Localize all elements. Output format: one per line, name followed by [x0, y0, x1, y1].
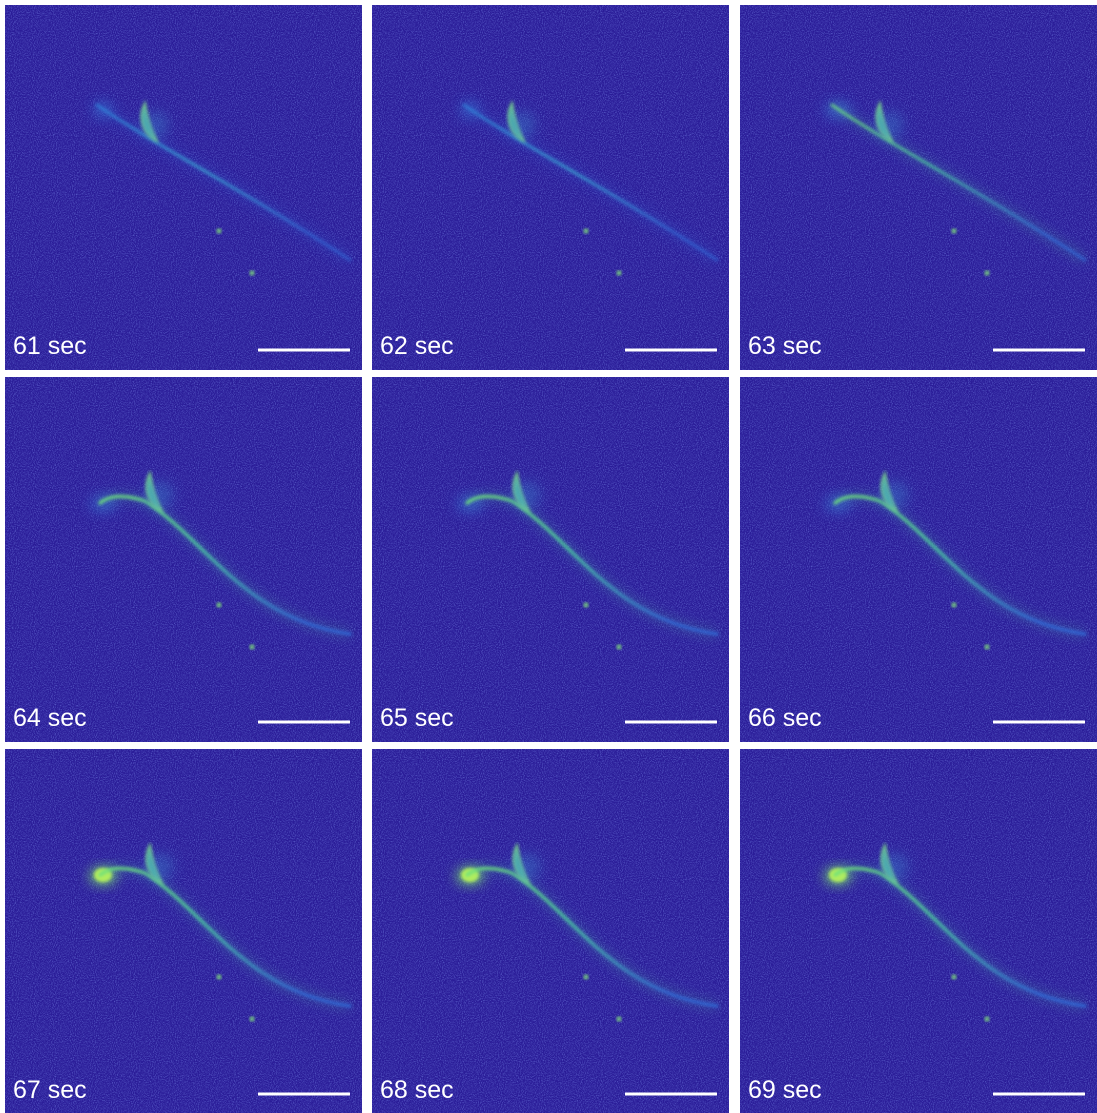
particle [584, 975, 589, 980]
time-label: 65 sec [380, 704, 454, 732]
time-label: 62 sec [380, 332, 454, 360]
particle [217, 975, 222, 980]
panel-noise [740, 5, 1097, 370]
cell-body-haze [881, 853, 909, 881]
time-label: 66 sec [748, 704, 822, 732]
particle [985, 645, 990, 650]
panel-noise [740, 377, 1097, 742]
particle [952, 975, 957, 980]
particle [617, 1017, 622, 1022]
image-panel: 67 sec [5, 749, 362, 1113]
panel-noise [372, 377, 729, 742]
panel-noise [5, 749, 362, 1113]
cell-body-haze [508, 111, 536, 139]
time-label: 63 sec [748, 332, 822, 360]
particle [952, 603, 957, 608]
cell-body-haze [881, 481, 909, 509]
cell-body-haze [146, 481, 174, 509]
panel-noise [372, 5, 729, 370]
image-panel: 68 sec [372, 749, 729, 1113]
panel-noise [5, 377, 362, 742]
cell-body-haze [513, 853, 541, 881]
time-label: 61 sec [13, 332, 87, 360]
particle [250, 1017, 255, 1022]
panel-noise [372, 749, 729, 1113]
time-label: 64 sec [13, 704, 87, 732]
time-label: 68 sec [380, 1076, 454, 1104]
time-label: 69 sec [748, 1076, 822, 1104]
cell-body-haze [876, 111, 904, 139]
cell-body-haze [146, 853, 174, 881]
particle [985, 1017, 990, 1022]
particle [952, 229, 957, 234]
particle [250, 645, 255, 650]
panel-noise [5, 5, 362, 370]
panel-noise [740, 749, 1097, 1113]
image-panel: 69 sec [740, 749, 1097, 1113]
time-label: 67 sec [13, 1076, 87, 1104]
particle [250, 271, 255, 276]
particle [584, 603, 589, 608]
image-panel: 66 sec [740, 377, 1097, 742]
cell-body-haze [141, 111, 169, 139]
particle [217, 603, 222, 608]
image-grid: 61 sec 62 sec 63 sec 64 sec 65 sec 66 sec 67 s… [0, 0, 1097, 1113]
particle [617, 271, 622, 276]
particle [584, 229, 589, 234]
image-panel: 63 sec [740, 5, 1097, 370]
image-panel: 61 sec [5, 5, 362, 370]
particle [985, 271, 990, 276]
image-panel: 65 sec [372, 377, 729, 742]
particle [617, 645, 622, 650]
particle [217, 229, 222, 234]
image-panel: 62 sec [372, 5, 729, 370]
cell-body-haze [513, 481, 541, 509]
image-panel: 64 sec [5, 377, 362, 742]
